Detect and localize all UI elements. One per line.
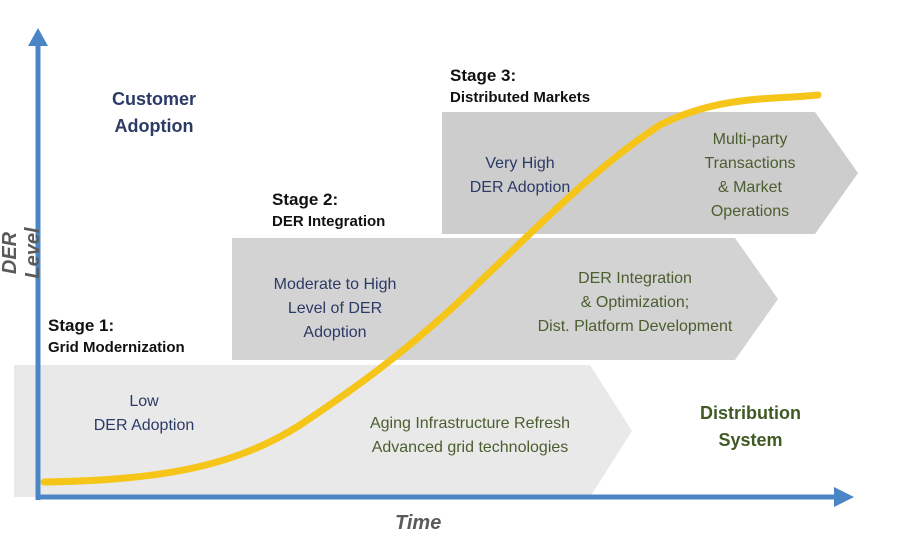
- x-axis-arrowhead: [834, 487, 854, 507]
- stage2-arrow: [232, 238, 778, 360]
- y-axis-arrowhead: [28, 28, 48, 46]
- stage2-left-text: Moderate to High Level of DER Adoption: [255, 273, 415, 345]
- text-line: DER Adoption: [93, 417, 195, 434]
- text-line: Level of DER: [287, 300, 383, 317]
- label-line: Customer: [112, 89, 197, 109]
- text-line: DER Integration: [578, 270, 692, 287]
- text-line: Aging Infrastructure Refresh: [369, 415, 571, 432]
- text-line: Moderate to High: [273, 276, 397, 293]
- text-line: DER Adoption: [469, 179, 571, 196]
- text-line: & Optimization;: [580, 294, 690, 311]
- stage1-arrow: [14, 365, 632, 497]
- stage1-right-text: Aging Infrastructure Refresh Advanced gr…: [350, 412, 590, 460]
- distribution-system-label: Distribution System: [700, 400, 801, 454]
- label-line: Distribution: [700, 403, 801, 423]
- stage3-left-text: Very High DER Adoption: [460, 152, 580, 200]
- stage3-right-text: Multi-party Transactions & Market Operat…: [690, 128, 810, 224]
- label-line: System: [718, 430, 783, 450]
- label-line: Adoption: [114, 116, 194, 136]
- x-axis-label: Time: [395, 512, 442, 534]
- stage-name: Distributed Markets: [450, 89, 591, 106]
- text-line: Very High: [485, 155, 555, 172]
- stage3-title: Stage 3: Distributed Markets: [450, 64, 590, 108]
- stage2-title: Stage 2: DER Integration: [272, 188, 385, 232]
- stage-name: Grid Modernization: [48, 339, 185, 356]
- customer-adoption-label: Customer Adoption: [112, 86, 196, 140]
- y-axis-label: DER Level: [0, 227, 44, 279]
- text-line: & Market: [717, 179, 782, 196]
- text-line: Transactions: [704, 155, 796, 172]
- text-line: Dist. Platform Development: [537, 318, 733, 335]
- stage1-left-text: Low DER Adoption: [84, 390, 204, 438]
- stage-name: DER Integration: [272, 213, 386, 230]
- text-line: Advanced grid technologies: [371, 439, 569, 456]
- text-line: Operations: [710, 203, 790, 220]
- text-line: Adoption: [303, 324, 367, 341]
- stage2-right-text: DER Integration & Optimization; Dist. Pl…: [520, 267, 750, 339]
- text-line: Low: [129, 393, 159, 410]
- adoption-curve: [40, 91, 822, 486]
- stage-number: Stage 3:: [450, 66, 517, 85]
- stage3-arrow: [442, 112, 858, 234]
- stage1-title: Stage 1: Grid Modernization: [48, 314, 185, 358]
- text-line: Multi-party: [712, 131, 788, 148]
- stage-number: Stage 1:: [48, 316, 115, 335]
- stage-number: Stage 2:: [272, 190, 339, 209]
